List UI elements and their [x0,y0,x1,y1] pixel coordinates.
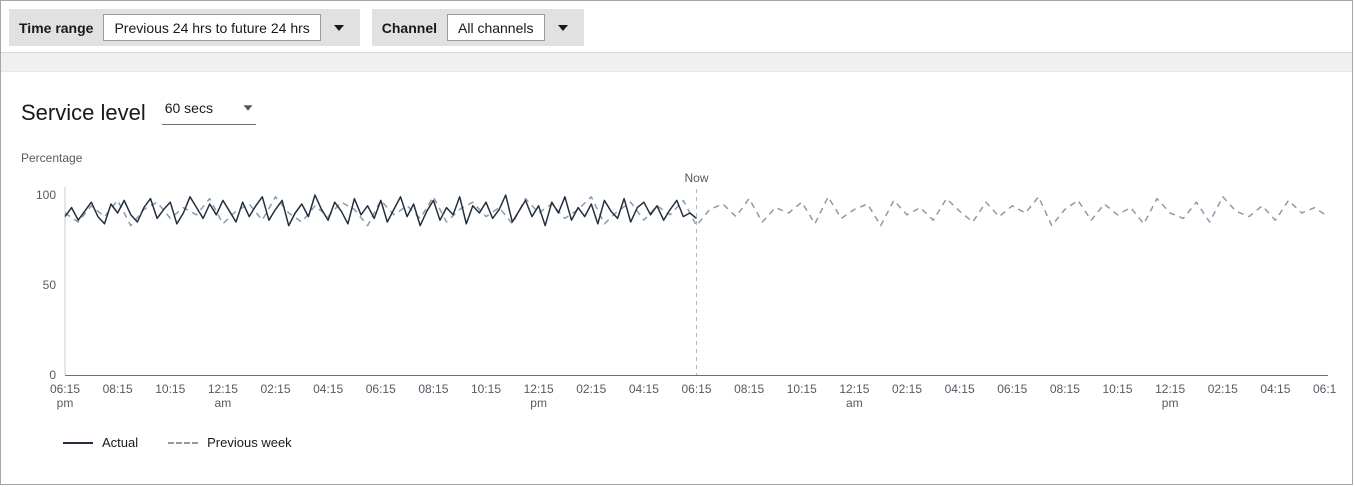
svg-text:12:15: 12:15 [839,382,869,396]
legend-item-actual[interactable]: Actual [63,435,138,450]
section-divider [1,52,1352,72]
svg-text:08:15: 08:15 [103,382,133,396]
svg-text:02:15: 02:15 [892,382,922,396]
time-range-filter: Time range Previous 24 hrs to future 24 … [9,9,360,46]
time-range-label: Time range [19,19,94,36]
page-title: Service level [21,99,146,125]
svg-text:10:15: 10:15 [1102,382,1132,396]
svg-text:06:15: 06:15 [681,382,711,396]
svg-text:12:15: 12:15 [1155,382,1185,396]
panel-header: Service level 60 secs [21,100,1332,125]
channel-value: All channels [447,14,545,41]
interval-select[interactable]: 60 secs [161,100,256,125]
svg-text:pm: pm [530,396,547,410]
channel-select[interactable]: All channels [447,14,568,41]
previous-week-line-swatch [168,441,199,444]
series-actual [64,194,697,227]
svg-text:0: 0 [49,368,56,382]
service-level-panel: Service level 60 secs Percentage 0 50 100 0… [1,72,1352,458]
chart-legend: Actual Previous week [63,435,1332,450]
chevron-down-icon [557,24,568,31]
svg-text:pm: pm [57,396,74,410]
svg-text:12:15: 12:15 [208,382,238,396]
svg-text:10:15: 10:15 [787,382,817,396]
svg-text:04:15: 04:15 [1260,382,1290,396]
chevron-down-icon [333,24,344,31]
time-range-value: Previous 24 hrs to future 24 hrs [103,14,321,41]
svg-text:04:15: 04:15 [945,382,975,396]
chevron-down-icon [243,105,253,111]
legend-label-previous-week: Previous week [207,435,292,450]
interval-value: 60 secs [164,100,213,116]
svg-text:am: am [846,396,863,410]
svg-text:am: am [215,396,232,410]
channel-label: Channel [381,19,437,36]
series-previous-week [64,196,1329,227]
channel-filter: Channel All channels [371,9,584,46]
svg-text:02:15: 02:15 [576,382,606,396]
legend-item-previous-week[interactable]: Previous week [168,435,292,450]
filter-bar: Time range Previous 24 hrs to future 24 … [1,1,1352,52]
svg-text:10:15: 10:15 [155,382,185,396]
svg-text:50: 50 [43,278,57,292]
svg-text:08:15: 08:15 [734,382,764,396]
svg-text:06:15: 06:15 [50,382,80,396]
service-level-chart: 0 50 100 06:15 pm 08:15 10:15 12:15 am 02:15 04:15… [21,169,1343,421]
svg-text:12:15: 12:15 [524,382,554,396]
svg-text:08:15: 08:15 [418,382,448,396]
now-label: Now [684,171,708,185]
svg-text:02:15: 02:15 [260,382,290,396]
svg-text:04:15: 04:15 [313,382,343,396]
svg-text:06:15: 06:15 [1313,382,1336,396]
time-range-select[interactable]: Previous 24 hrs to future 24 hrs [103,14,344,41]
svg-text:100: 100 [36,188,56,202]
svg-text:pm: pm [1162,396,1179,410]
actual-line-swatch [63,441,93,444]
y-axis-title: Percentage [21,151,83,165]
svg-text:10:15: 10:15 [471,382,501,396]
svg-text:08:15: 08:15 [1050,382,1080,396]
svg-text:06:15: 06:15 [366,382,396,396]
legend-label-actual: Actual [102,435,139,450]
svg-text:04:15: 04:15 [629,382,659,396]
svg-text:06:15: 06:15 [997,382,1027,396]
svg-text:02:15: 02:15 [1208,382,1238,396]
